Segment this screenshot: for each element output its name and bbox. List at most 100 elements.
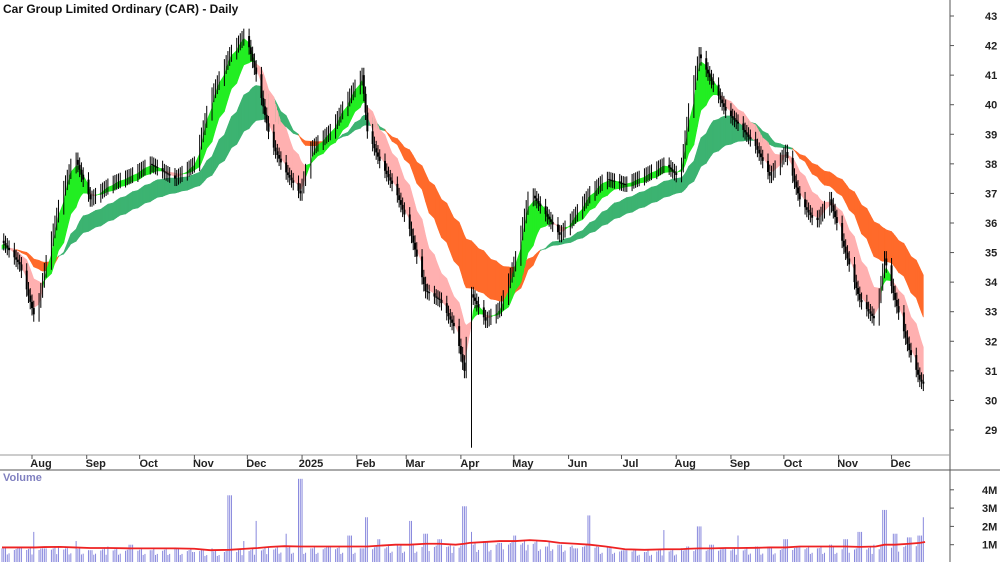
price-tick-label: 32	[985, 336, 997, 348]
price-bar-body	[262, 97, 265, 107]
price-bar-body	[288, 175, 291, 178]
long-ma-band-segment	[33, 258, 40, 270]
long-ma-band-segment	[354, 119, 361, 131]
price-bar-body	[869, 311, 872, 314]
price-bar-body	[166, 173, 169, 175]
price-bar-body	[735, 119, 738, 122]
date-tick-label: Sep	[86, 458, 106, 470]
long-ma-band-segment	[577, 230, 583, 240]
price-tick-label: 41	[985, 70, 997, 82]
price-bar-body	[459, 346, 462, 355]
price-bar-body	[671, 169, 674, 172]
price-tick-label: 43	[985, 11, 997, 23]
price-bar-body	[546, 214, 549, 217]
long-ma-band-segment	[614, 201, 621, 219]
price-bar-body	[733, 118, 736, 120]
price-bar-body	[906, 337, 909, 344]
long-ma-band-segment	[132, 189, 139, 210]
price-bar-body	[620, 182, 623, 184]
short-ma-band-segment	[577, 208, 583, 223]
long-ma-band-segment	[638, 191, 645, 209]
price-bar-body	[285, 162, 288, 173]
long-ma-band-segment	[787, 146, 794, 150]
price-bar-body	[722, 103, 725, 107]
price-bar-body	[721, 99, 724, 104]
price-bar-body	[539, 203, 542, 207]
price-bar-body	[556, 224, 559, 233]
date-tick-label: Dec	[890, 458, 910, 470]
price-bar-body	[396, 183, 399, 196]
price-bar-body	[904, 331, 907, 338]
price-bar-body	[482, 307, 485, 318]
price-bar-body	[27, 289, 30, 296]
long-ma-band-segment	[218, 134, 225, 165]
price-bar-body	[89, 194, 92, 200]
price-bar-body	[737, 121, 739, 124]
price-bar-body	[154, 165, 157, 168]
price-bar-body	[82, 174, 85, 180]
price-bar-body	[389, 177, 392, 181]
price-bar-body	[611, 180, 614, 182]
volume-tick-label: 1M	[982, 540, 997, 552]
price-bar-body	[786, 152, 789, 158]
price-bar-body	[387, 174, 390, 178]
short-ma-band-segment	[861, 260, 868, 305]
price-bar-body	[151, 163, 154, 165]
price-bar-body	[410, 228, 413, 236]
date-tick-label: Oct	[139, 458, 158, 470]
date-tick-label: Nov	[193, 458, 215, 470]
price-bar-body	[253, 60, 256, 68]
price-bar-body	[624, 184, 627, 186]
long-ma-band-segment	[119, 196, 126, 216]
long-ma-band-segment	[898, 240, 905, 277]
price-bar-body	[173, 175, 176, 179]
price-bar-body	[853, 264, 856, 283]
long-ma-band-segment	[391, 136, 398, 146]
price-bar-body	[31, 301, 33, 309]
chart-title: Car Group Limited Ordinary (CAR) - Daily	[3, 2, 239, 16]
price-bar-body	[428, 292, 431, 294]
volume-label: Volume	[3, 472, 42, 484]
price-bar-body	[918, 374, 921, 380]
long-ma-band-segment	[305, 140, 312, 146]
price-bar-body	[756, 146, 759, 150]
date-tick-label: Mar	[405, 458, 425, 470]
price-tick-label: 42	[985, 41, 997, 53]
date-tick-label: Jun	[568, 458, 588, 470]
long-ma-band-segment	[811, 162, 818, 178]
date-tick-label: Nov	[837, 458, 859, 470]
price-bar-body	[860, 299, 863, 303]
price-bar-body	[401, 204, 404, 210]
price-bar-body	[163, 171, 166, 173]
price-bar-body	[807, 209, 810, 213]
long-ma-band-segment	[836, 176, 843, 197]
short-ma-band-segment	[95, 192, 102, 197]
price-bar-body	[759, 153, 762, 158]
price-bar-body	[278, 154, 281, 159]
short-ma-band-segment	[651, 170, 658, 179]
short-ma-band-segment	[342, 104, 349, 131]
short-ma-band-segment	[675, 168, 682, 174]
price-bar-body	[421, 256, 424, 278]
price-bar-body	[897, 306, 900, 313]
long-ma-band-segment	[453, 217, 460, 268]
price-tick-label: 33	[985, 307, 997, 319]
price-bar-body	[865, 302, 868, 310]
short-ma-band-segment	[305, 163, 312, 178]
price-bar-body	[165, 172, 168, 174]
price-bar-body	[265, 114, 268, 124]
price-bar-body	[451, 319, 454, 323]
price-bar-body	[795, 181, 798, 188]
price-bar-body	[449, 316, 452, 320]
price-tick-label: 29	[985, 425, 997, 437]
price-bar-body	[673, 171, 676, 174]
short-ma-band-segment	[107, 184, 114, 192]
price-tick-label: 36	[985, 218, 997, 230]
long-ma-band-segment	[651, 185, 658, 204]
price-bar-body	[729, 110, 732, 117]
price-bar-body	[80, 169, 83, 175]
short-ma-band-segment	[194, 153, 200, 171]
price-bar-body	[371, 131, 374, 144]
price-bar-body	[297, 182, 300, 191]
